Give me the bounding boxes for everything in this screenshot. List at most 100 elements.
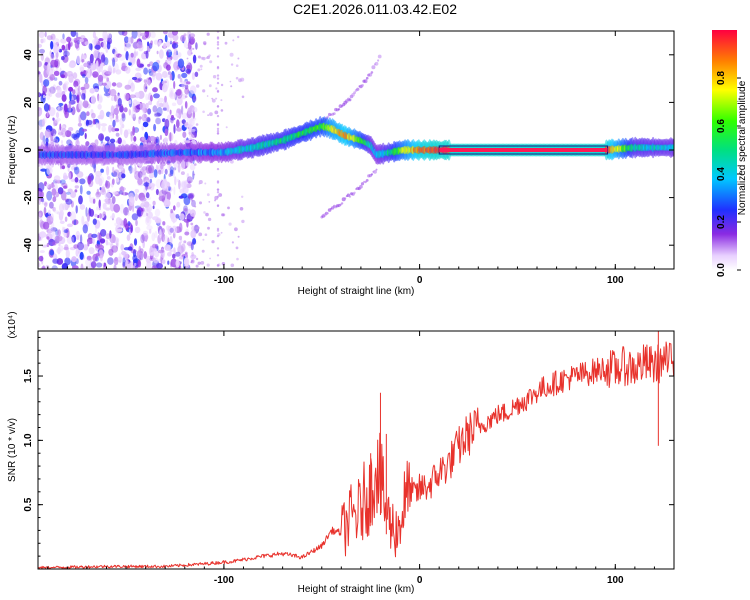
noise-speckle xyxy=(107,32,112,39)
noise-speckle xyxy=(211,97,214,100)
noise-speckle xyxy=(155,138,159,143)
noise-speckle xyxy=(135,128,139,133)
noise-speckle xyxy=(216,264,220,267)
noise-speckle xyxy=(189,85,197,95)
noise-speckle xyxy=(184,121,189,126)
noise-speckle xyxy=(111,245,118,253)
noise-speckle xyxy=(115,217,122,225)
noise-speckle xyxy=(81,128,88,132)
noise-speckle xyxy=(240,77,245,82)
noise-speckle xyxy=(163,199,171,208)
noise-speckle xyxy=(100,54,106,63)
noise-speckle xyxy=(50,59,57,68)
noise-speckle xyxy=(229,80,232,83)
noise-speckle xyxy=(63,184,68,189)
noise-speckle xyxy=(125,223,129,231)
noise-speckle xyxy=(97,74,104,82)
noise-speckle xyxy=(186,173,190,179)
noise-speckle xyxy=(209,257,212,260)
noise-speckle xyxy=(216,129,220,133)
noise-speckle xyxy=(234,227,238,232)
noise-speckle xyxy=(69,91,72,102)
noise-speckle xyxy=(70,31,77,37)
noise-speckle xyxy=(216,195,220,198)
noise-speckle xyxy=(235,246,239,250)
noise-speckle xyxy=(216,89,220,93)
noise-speckle xyxy=(153,257,159,264)
noise-speckle xyxy=(105,180,111,189)
noise-speckle xyxy=(38,31,45,38)
noise-speckle xyxy=(145,86,148,90)
noise-speckle xyxy=(188,34,191,43)
noise-speckle xyxy=(170,258,178,268)
noise-speckle xyxy=(143,67,149,75)
noise-speckle xyxy=(65,130,72,138)
noise-speckle xyxy=(52,117,55,121)
noise-speckle xyxy=(192,47,195,50)
noise-speckle xyxy=(82,54,86,60)
lower-branch-dot xyxy=(340,202,344,205)
noise-speckle xyxy=(63,175,69,180)
noise-speckle xyxy=(198,180,203,184)
noise-speckle xyxy=(70,178,75,182)
noise-speckle xyxy=(134,262,137,267)
noise-speckle xyxy=(122,257,126,267)
noise-speckle xyxy=(58,126,64,136)
noise-speckle xyxy=(67,211,72,217)
noise-speckle xyxy=(75,129,80,140)
noise-speckle xyxy=(237,35,240,39)
noise-speckle xyxy=(111,82,117,87)
noise-speckle xyxy=(200,261,205,265)
noise-speckle xyxy=(39,219,44,228)
noise-speckle xyxy=(88,43,93,50)
noise-speckle xyxy=(127,246,133,251)
noise-speckle xyxy=(47,87,51,97)
noise-speckle xyxy=(184,101,188,109)
noise-speckle xyxy=(154,244,159,250)
noise-speckle xyxy=(100,123,108,127)
noise-speckle xyxy=(94,213,98,218)
noise-speckle xyxy=(154,231,158,239)
noise-speckle xyxy=(190,242,194,251)
noise-speckle xyxy=(173,168,175,179)
noise-speckle xyxy=(178,179,181,190)
colorbar-gradient xyxy=(712,30,737,270)
noise-speckle xyxy=(74,166,80,175)
noise-speckle xyxy=(179,213,185,221)
noise-speckle xyxy=(203,211,206,214)
noise-speckle xyxy=(86,119,93,126)
noise-speckle xyxy=(181,72,188,78)
noise-speckle xyxy=(237,235,240,238)
noise-speckle xyxy=(39,73,43,84)
noise-speckle xyxy=(119,203,125,214)
noise-speckle xyxy=(59,245,64,252)
noise-speckle xyxy=(156,263,163,269)
noise-speckle xyxy=(230,263,235,268)
noise-speckle xyxy=(154,208,161,217)
noise-speckle xyxy=(150,31,156,39)
noise-speckle xyxy=(63,185,68,189)
noise-speckle xyxy=(123,190,126,196)
noise-speckle xyxy=(215,97,218,100)
noise-speckle xyxy=(82,100,89,108)
noise-speckle xyxy=(76,55,81,65)
noise-speckle xyxy=(63,229,69,234)
noise-speckle xyxy=(173,80,176,90)
noise-speckle xyxy=(143,82,148,93)
noise-speckle xyxy=(62,33,65,40)
noise-speckle xyxy=(83,244,89,251)
noise-speckle xyxy=(58,48,63,53)
noise-speckle xyxy=(216,77,220,80)
noise-speckle xyxy=(169,92,177,100)
noise-speckle xyxy=(84,76,89,84)
noise-speckle xyxy=(80,35,86,40)
noise-speckle xyxy=(139,102,147,111)
noise-speckle xyxy=(139,32,147,37)
noise-speckle xyxy=(169,109,172,115)
noise-speckle xyxy=(156,100,160,108)
noise-speckle xyxy=(176,119,180,129)
noise-speckle xyxy=(175,259,180,268)
noise-speckle xyxy=(194,205,197,208)
noise-speckle xyxy=(180,160,186,170)
noise-speckle xyxy=(187,127,190,129)
